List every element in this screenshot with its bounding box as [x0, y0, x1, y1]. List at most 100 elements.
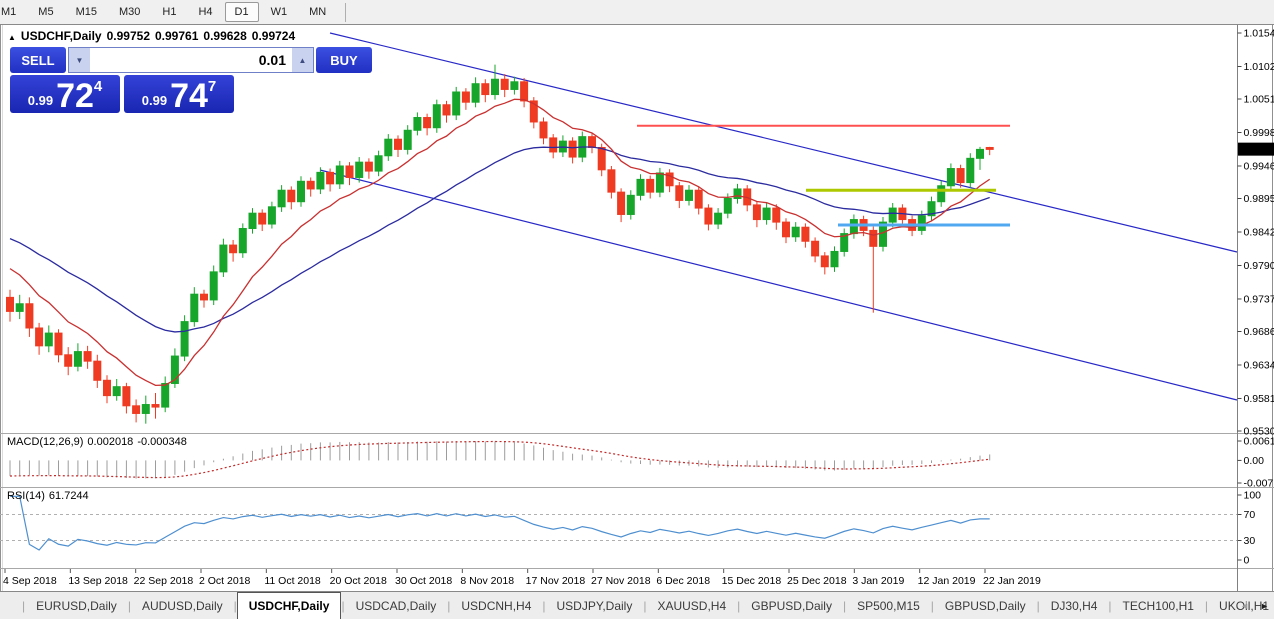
chart-tab-SP500-M15[interactable]: SP500,M15 — [857, 598, 920, 613]
timeframe-button-M30[interactable]: M30 — [118, 6, 141, 18]
timeframe-button-MN[interactable]: MN — [309, 6, 327, 18]
candle — [103, 379, 111, 397]
candle — [791, 226, 800, 238]
timeframe-button-M1[interactable]: M1 — [1, 6, 17, 18]
candle — [782, 221, 790, 238]
candle — [297, 180, 305, 203]
candle — [985, 146, 994, 150]
rsi-line[interactable] — [10, 495, 990, 551]
tab-separator: | — [1108, 598, 1112, 613]
candle — [44, 332, 53, 347]
tab-scroll-right-icon[interactable]: ► — [1260, 600, 1269, 611]
rsi-name: RSI(14) — [7, 490, 45, 502]
chart-tab-USDJPY-Daily[interactable]: USDJPY,Daily — [556, 598, 633, 613]
candle — [704, 207, 713, 225]
chart-tab-DJ30-H4[interactable]: DJ30,H4 — [1050, 598, 1098, 613]
date-axis-label: 25 Dec 2018 — [787, 575, 847, 587]
collapse-chart-icon[interactable]: ▲ — [8, 33, 16, 42]
chart-tab-UKOil-H1[interactable]: UKOil,H1 — [1219, 598, 1270, 613]
candle — [112, 386, 121, 397]
candle — [588, 136, 596, 148]
date-axis-label: 3 Jan 2019 — [852, 575, 904, 587]
chart-tab-AUDUSD-Daily[interactable]: AUDUSD,Daily — [141, 598, 223, 613]
candle — [636, 178, 645, 196]
candle — [927, 201, 936, 217]
buy-price-pip: 7 — [207, 78, 217, 95]
date-axis-label: 12 Jan 2019 — [918, 575, 976, 587]
chart-tab-USDCHF-Daily[interactable]: USDCHF,Daily — [236, 592, 342, 619]
timeframe-button-D1[interactable]: D1 — [224, 2, 259, 22]
tab-separator: | — [643, 598, 647, 613]
candle — [93, 360, 102, 381]
ma-slow-line[interactable] — [9, 146, 990, 333]
candle — [539, 121, 548, 139]
macd-value: 0.002018 — [87, 436, 134, 448]
lower-channel-trendline[interactable] — [319, 169, 1238, 401]
candle — [190, 293, 199, 323]
sell-price-box[interactable]: 0.99 72 4 — [10, 75, 120, 113]
candle — [180, 321, 189, 357]
candle — [413, 117, 422, 131]
volume-up-icon[interactable]: ▲ — [292, 48, 313, 72]
chart-title: ▲ USDCHF,Daily 0.99752 0.99761 0.99628 0.9972… — [8, 29, 295, 43]
candle — [35, 327, 44, 347]
candle — [956, 168, 965, 184]
price-axis-label: 0.96865 — [1244, 326, 1274, 338]
sell-button[interactable]: SELL — [10, 47, 66, 73]
macd-indicator-label: MACD(12,26,9) 0.002018 -0.000348 — [7, 436, 191, 448]
rsi-value: 61.7244 — [48, 490, 89, 502]
tab-scroll-left-icon[interactable]: ◄ — [1240, 600, 1250, 611]
chart-tab-GBPUSD-Daily[interactable]: GBPUSD,Daily — [751, 598, 832, 613]
tab-separator: | — [22, 598, 26, 613]
candle — [665, 172, 674, 187]
candle — [83, 351, 92, 362]
candle — [491, 78, 499, 96]
candle — [917, 215, 926, 231]
candle — [54, 332, 63, 356]
timeframe-button-M15[interactable]: M15 — [75, 6, 97, 18]
candle — [500, 78, 509, 90]
timeframe-button-H4[interactable]: H4 — [198, 6, 213, 18]
candle — [394, 138, 402, 150]
tab-separator: | — [737, 598, 741, 613]
current-price-label: 0.99724 — [1240, 144, 1274, 156]
buy-button[interactable]: BUY — [316, 47, 372, 73]
candle — [306, 180, 315, 190]
volume-input[interactable] — [90, 48, 292, 72]
chart-tab-USDCAD-Daily[interactable]: USDCAD,Daily — [355, 598, 437, 613]
ohlc-close: 0.99724 — [251, 29, 296, 43]
candle — [141, 404, 150, 414]
candle — [966, 157, 975, 184]
macd-axis-label: -0.007142 — [1244, 478, 1274, 490]
current-price-tag — [1238, 142, 1274, 156]
candle — [655, 172, 664, 193]
candle — [461, 91, 470, 103]
upper-channel-trendline[interactable] — [329, 32, 1238, 253]
chart-tab-EURUSD-Daily[interactable]: EURUSD,Daily — [36, 598, 117, 613]
ma-fast-line[interactable] — [9, 98, 991, 387]
candle — [520, 81, 529, 102]
chart-tab-XAUUSD-H4[interactable]: XAUUSD,H4 — [657, 598, 727, 613]
macd-signal-line[interactable] — [9, 440, 990, 479]
date-axis-label: 22 Sep 2018 — [134, 575, 194, 587]
candle — [714, 212, 723, 225]
rsi-indicator-label: RSI(14) 61.7244 — [7, 490, 93, 502]
candle — [316, 171, 325, 190]
chart-tab-TECH100-H1[interactable]: TECH100,H1 — [1122, 598, 1194, 613]
buy-price-box[interactable]: 0.99 74 7 — [124, 75, 234, 113]
candle — [772, 207, 781, 223]
chart-tab-USDCNH-H4[interactable]: USDCNH,H4 — [461, 598, 532, 613]
candle — [132, 405, 141, 414]
timeframe-button-W1[interactable]: W1 — [270, 6, 288, 18]
timeframe-button-M5[interactable]: M5 — [38, 6, 54, 18]
candle — [364, 161, 373, 172]
candle — [626, 194, 635, 215]
date-axis-label: 6 Dec 2018 — [656, 575, 710, 587]
candle — [403, 129, 412, 150]
chart-tab-GBPUSD-Daily[interactable]: GBPUSD,Daily — [944, 598, 1026, 613]
volume-down-icon[interactable]: ▼ — [69, 48, 90, 72]
timeframe-button-H1[interactable]: H1 — [162, 6, 177, 18]
